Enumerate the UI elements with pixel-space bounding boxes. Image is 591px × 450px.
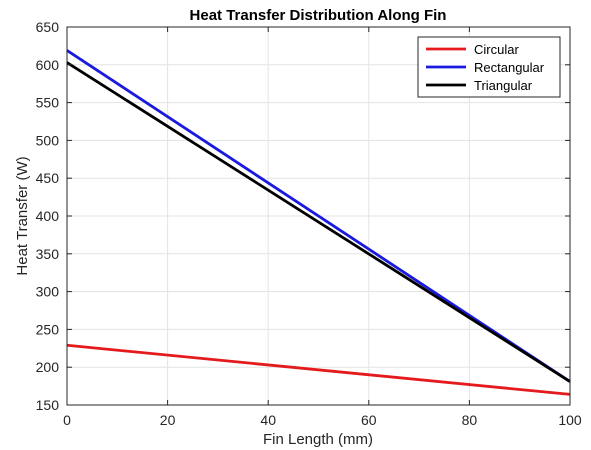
ticks: 0 20 40 60 80 100 150 200 250 300 350 400 450 500 550 6… <box>36 19 582 428</box>
y-tick-label: 250 <box>36 321 60 337</box>
series-line-circular <box>66 343 571 396</box>
x-tick-label: 80 <box>462 412 478 428</box>
x-tick-label: 20 <box>160 412 176 428</box>
y-tick-label: 350 <box>36 246 60 262</box>
series-layer <box>66 49 571 396</box>
x-tick-label: 60 <box>361 412 377 428</box>
series-line-triangular <box>66 61 571 383</box>
y-axis-label: Heat Transfer (W) <box>14 156 31 275</box>
x-tick-label: 40 <box>260 412 276 428</box>
legend-label-circular: Circular <box>474 42 519 57</box>
y-tick-label: 550 <box>36 95 60 111</box>
y-tick-label: 400 <box>36 208 60 224</box>
series-line-rectangular <box>66 49 571 383</box>
x-tick-label: 100 <box>558 412 582 428</box>
y-tick-label: 650 <box>36 19 60 35</box>
chart-title: Heat Transfer Distribution Along Fin <box>190 7 447 24</box>
y-tick-label: 600 <box>36 57 60 73</box>
y-tick-label: 150 <box>36 397 60 413</box>
y-tick-label: 300 <box>36 284 60 300</box>
y-tick-label: 200 <box>36 359 60 375</box>
y-tick-label: 500 <box>36 132 60 148</box>
grid <box>66 26 571 406</box>
y-tick-label: 450 <box>36 170 60 186</box>
legend-label-triangular: Triangular <box>474 78 533 93</box>
x-axis-label: Fin Length (mm) <box>263 431 373 448</box>
x-tick-label: 0 <box>63 412 71 428</box>
legend-label-rectangular: Rectangular <box>474 60 545 75</box>
legend: Circular Rectangular Triangular <box>417 36 561 98</box>
